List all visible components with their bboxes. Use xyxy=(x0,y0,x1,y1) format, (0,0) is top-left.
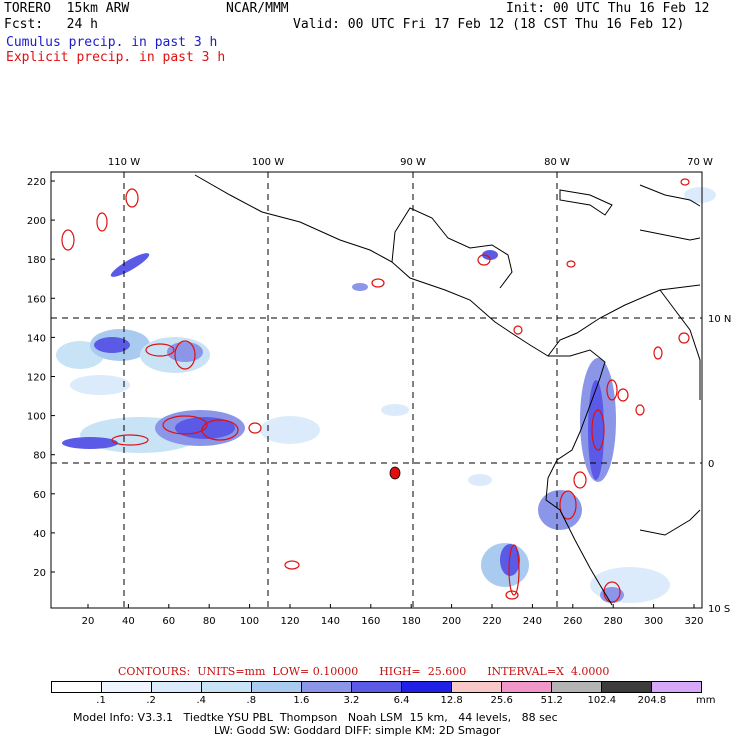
colorbar-swatch xyxy=(602,682,652,692)
x-axis-ticks: 20 40 60 80 100 120 140 160 180 200 220 240 260 280 30… xyxy=(82,604,704,627)
galapagos-precip xyxy=(389,466,401,480)
x-tick-label: 60 xyxy=(162,616,175,627)
colorbar-swatch xyxy=(102,682,152,692)
valid-time: Valid: 00 UTC Fri 17 Feb 12 (18 CST Thu … xyxy=(293,17,685,32)
colorbar-label: .2 xyxy=(146,695,156,706)
colorbar-swatch xyxy=(402,682,452,692)
x-tick-label: 160 xyxy=(361,616,380,627)
x-tick-label: 320 xyxy=(684,616,703,627)
x-tick-label: 220 xyxy=(482,616,501,627)
colorbar-label: 204.8 xyxy=(637,695,667,706)
model-info-line2: LW: Godd SW: Goddard DIFF: simple KM: 2D… xyxy=(214,724,501,737)
y-tick-label: 80 xyxy=(33,451,46,462)
contour-info: CONTOURS: UNITS=mm LOW= 0.10000 HIGH= 25… xyxy=(118,665,610,678)
lon-label: 110 W xyxy=(108,157,140,168)
legend-explicit: Explicit precip. in past 3 h xyxy=(6,50,226,65)
x-tick-label: 280 xyxy=(604,616,623,627)
x-tick-label: 120 xyxy=(280,616,299,627)
coastlines xyxy=(194,174,701,606)
lon-label: 80 W xyxy=(544,157,570,168)
x-tick-label: 80 xyxy=(203,616,216,627)
y-tick-label: 160 xyxy=(27,294,46,305)
colorbar-swatch xyxy=(202,682,252,692)
lat-label: 10 S xyxy=(708,604,730,615)
y-tick-label: 40 xyxy=(33,529,46,540)
lat-label: 10 N xyxy=(708,314,731,325)
x-tick-label: 180 xyxy=(402,616,421,627)
org-label: NCAR/MMM xyxy=(226,1,289,16)
x-tick-label: 260 xyxy=(563,616,582,627)
colorbar-label: .4 xyxy=(196,695,206,706)
lon-label: 90 W xyxy=(400,157,426,168)
y-tick-label: 140 xyxy=(27,333,46,344)
colorbar-label: 102.4 xyxy=(587,695,617,706)
y-tick-label: 100 xyxy=(27,412,46,423)
colorbar-swatch xyxy=(152,682,202,692)
colorbar-label: .1 xyxy=(96,695,106,706)
colorbar-swatch xyxy=(352,682,402,692)
y-tick-label: 220 xyxy=(27,177,46,188)
colorbar-label: 1.6 xyxy=(293,695,310,706)
y-tick-label: 60 xyxy=(33,490,46,501)
x-tick-label: 200 xyxy=(442,616,461,627)
colorbar-label: 3.2 xyxy=(343,695,360,706)
y-tick-label: 200 xyxy=(27,216,46,227)
lon-label: 70 W xyxy=(687,157,713,168)
lat-label: 0 xyxy=(708,459,714,470)
colorbar-swatch xyxy=(652,682,701,692)
x-tick-label: 100 xyxy=(240,616,259,627)
lon-label: 100 W xyxy=(252,157,284,168)
colorbar-swatch xyxy=(302,682,352,692)
init-time: Init: 00 UTC Thu 16 Feb 12 xyxy=(506,1,710,16)
x-tick-label: 300 xyxy=(644,616,663,627)
precip-map: 110 W 100 W 90 W 80 W 70 W 10 N 0 10 S 2… xyxy=(27,157,731,627)
x-tick-label: 20 xyxy=(82,616,95,627)
grid-lines xyxy=(51,172,702,608)
colorbar-swatch xyxy=(552,682,602,692)
x-tick-label: 140 xyxy=(321,616,340,627)
colorbar-label: 6.4 xyxy=(393,695,410,706)
map-frame xyxy=(50,171,703,609)
colorbar-swatch xyxy=(452,682,502,692)
colorbar-swatch xyxy=(52,682,102,692)
legend-cumulus: Cumulus precip. in past 3 h xyxy=(6,35,218,50)
colorbar xyxy=(51,681,702,693)
colorbar-label: .8 xyxy=(246,695,257,706)
model-title: TORERO 15km ARW xyxy=(4,1,130,16)
explicit-precip-contours xyxy=(61,178,690,603)
colorbar-swatch xyxy=(502,682,552,692)
colorbar-unit: mm xyxy=(696,695,716,706)
forecast-hour: Fcst: 24 h xyxy=(4,17,98,32)
colorbar-label: 51.2 xyxy=(540,695,563,706)
colorbar-label: 12.8 xyxy=(440,695,463,706)
y-axis-ticks: 220 200 180 160 140 120 100 80 60 40 20 xyxy=(27,177,55,579)
model-info-line1: Model Info: V3.3.1 Tiedtke YSU PBL Thomp… xyxy=(73,711,558,724)
x-tick-label: 40 xyxy=(122,616,135,627)
x-tick-label: 240 xyxy=(523,616,542,627)
colorbar-label: 25.6 xyxy=(490,695,513,706)
y-tick-label: 180 xyxy=(27,255,46,266)
y-tick-label: 120 xyxy=(27,373,46,384)
y-tick-label: 20 xyxy=(33,568,46,579)
cumulus-precip-shading xyxy=(56,187,716,603)
colorbar-swatch xyxy=(252,682,302,692)
